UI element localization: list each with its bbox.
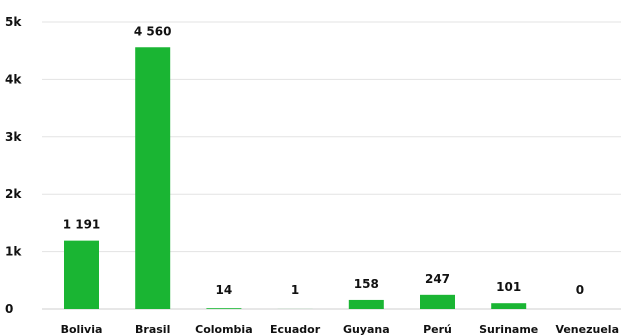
y-tick-label: 0 [5,302,13,316]
x-tick-label: Suriname [479,323,538,336]
data-labels: 1 191 4 560 14 1 158 247 101 0 [63,24,584,297]
y-tick-label: 5k [5,15,22,29]
bar [491,303,527,309]
x-tick-label: Ecuador [270,323,321,336]
x-tick-label: Guyana [343,323,390,336]
x-tick-label: Perú [423,323,452,336]
y-tick-label: 2k [5,187,22,201]
bar [135,47,171,309]
data-label: 1 [291,283,299,297]
x-tick-label: Brasil [135,323,170,336]
data-label: 158 [354,277,379,291]
bar [348,299,384,309]
bar [206,308,242,309]
data-label: 0 [576,283,584,297]
bar [420,294,455,309]
data-label: 247 [425,272,450,286]
y-tick-label: 1k [5,245,22,259]
x-tick-label: Bolivia [61,323,103,336]
x-axis: Bolivia Brasil Colombia Ecuador Guyana Perú Su… [61,323,619,336]
data-label: 1 191 [63,218,101,232]
data-label: 14 [216,283,233,297]
bar [64,240,99,309]
y-tick-label: 4k [5,72,22,86]
chart-bars [64,47,527,309]
y-axis: 0 1k 2k 3k 4k 5k [5,15,22,316]
data-label: 101 [496,280,521,294]
y-tick-label: 3k [5,130,22,144]
chart-gridlines [42,21,621,310]
x-tick-label: Colombia [195,323,253,336]
data-label: 4 560 [134,24,172,38]
x-tick-label: Venezuela [555,323,619,336]
